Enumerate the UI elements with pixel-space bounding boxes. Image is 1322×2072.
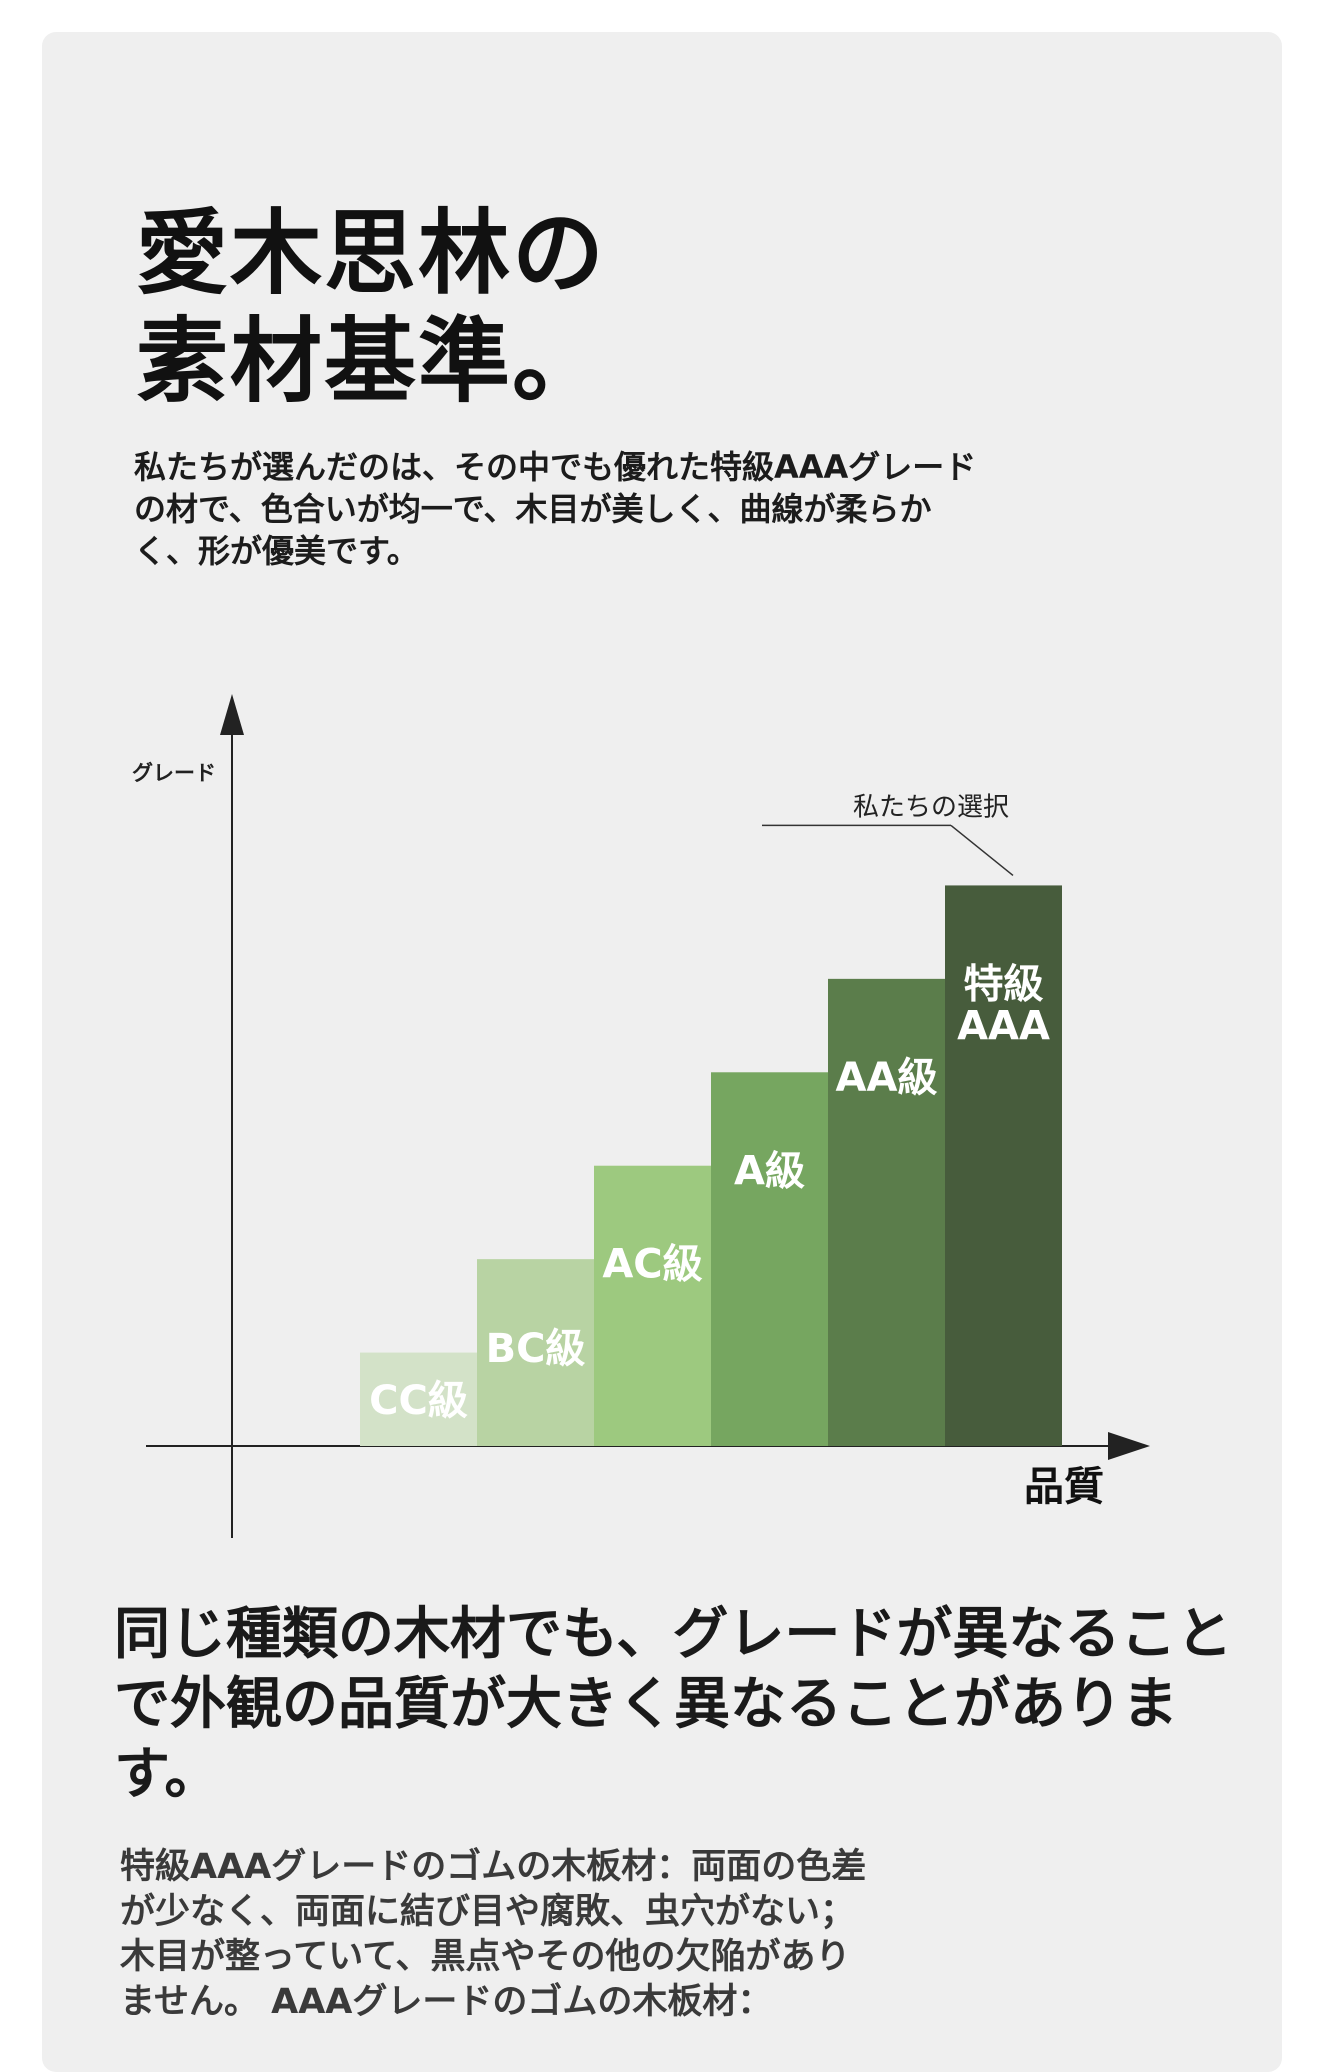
bar-label-5: AA級 xyxy=(836,1055,938,1101)
detail-line-2: が少なく、両面に結び目や腐敗、虫穴がない； xyxy=(120,1892,856,1932)
bar-label-line: 特級 xyxy=(964,961,1044,1007)
selection-callout: 私たちの選択 xyxy=(762,792,1014,877)
bar-label-2: BC級 xyxy=(486,1326,586,1372)
bar-label-6: 特級 AAA xyxy=(957,961,1050,1049)
bar-label-line: AC級 xyxy=(602,1242,702,1288)
intro-paragraph: 私たちが選んだのは、その中でも優れた特級AAAグレードの材で、色合いが均一で、木… xyxy=(134,448,977,570)
bar-3 xyxy=(594,1165,711,1446)
bar-6 xyxy=(945,885,1062,1446)
y-axis-arrow xyxy=(220,694,244,735)
page-title: 愛木思林の 素材基準。 xyxy=(136,200,656,416)
callout-text: 私たちの選択 xyxy=(853,792,1009,822)
headline: 同じ種類の木材でも、グレードが異なることで外観の品質が大きく異なることがあります… xyxy=(114,1602,1233,1807)
detail-line-4: ません。 AAAグレードのゴムの木板材： xyxy=(120,1982,773,2022)
bar-label-line: BC級 xyxy=(486,1326,586,1372)
detail-paragraph: 特級AAAグレードのゴムの木板材：両面の色差 が少なく、両面に結び目や腐敗、虫穴… xyxy=(120,1845,1020,2025)
title-line-1: 愛木思林の xyxy=(136,200,607,307)
bar-2 xyxy=(477,1259,594,1446)
bar-1 xyxy=(360,1352,477,1446)
bar-label-1: CC級 xyxy=(369,1378,468,1424)
bar-label-line: AAA xyxy=(957,1003,1050,1049)
bar-label-line: A級 xyxy=(734,1148,805,1194)
bar-4 xyxy=(711,1072,828,1446)
bar-label-4: A級 xyxy=(734,1148,805,1194)
bar-5 xyxy=(828,978,945,1446)
detail-line-1: 特級AAAグレードのゴムの木板材：両面の色差 xyxy=(120,1847,867,1887)
bar-label-3: AC級 xyxy=(602,1242,702,1288)
bar-label-line: CC級 xyxy=(369,1378,468,1424)
y-axis-label: グレード xyxy=(132,761,216,785)
x-axis-label: 品質 xyxy=(1024,1464,1104,1510)
bar-label-line: AA級 xyxy=(836,1055,938,1101)
x-axis-arrow xyxy=(1108,1432,1150,1460)
callout-leader-line xyxy=(950,824,1014,877)
content-card xyxy=(42,32,1282,2072)
title-line-2: 素材基準。 xyxy=(136,308,607,415)
detail-line-3: 木目が整っていて、黒点やその他の欠陥があり xyxy=(120,1937,851,1977)
